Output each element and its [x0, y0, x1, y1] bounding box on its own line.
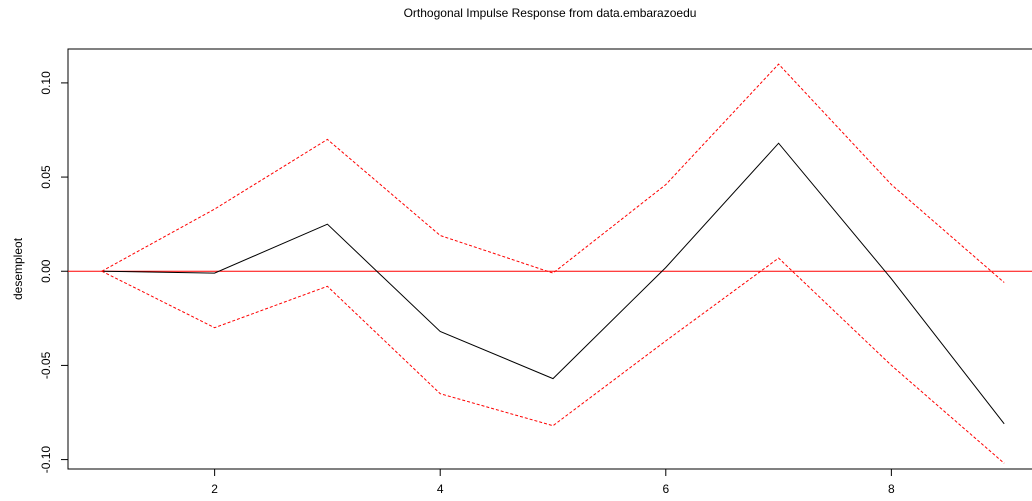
- y-tick-label: -0.05: [39, 351, 53, 379]
- y-tick-label: -0.10: [39, 446, 53, 474]
- lower-line: [101, 257, 1005, 464]
- x-tick-label: 2: [211, 482, 218, 496]
- plot-frame: [67, 48, 1032, 470]
- y-tick-label: 0.10: [39, 71, 53, 95]
- x-tick-label: 8: [888, 482, 895, 496]
- x-tick-label: 6: [662, 482, 669, 496]
- y-axis: -0.10 -0.05 0.00 0.05 0.10: [39, 71, 68, 473]
- x-tick-label: 4: [437, 482, 444, 496]
- x-axis: 2 4 6 8: [211, 469, 895, 496]
- upper-line: [101, 63, 1005, 283]
- response-line: [101, 142, 1005, 425]
- y-tick-label: 0.05: [39, 165, 53, 189]
- y-tick-label: 0.00: [39, 259, 53, 283]
- y-axis-label: desempleot: [11, 237, 25, 300]
- chart-title: Orthogonal Impulse Response from data.em…: [404, 6, 697, 20]
- series-layer: [68, 63, 1032, 464]
